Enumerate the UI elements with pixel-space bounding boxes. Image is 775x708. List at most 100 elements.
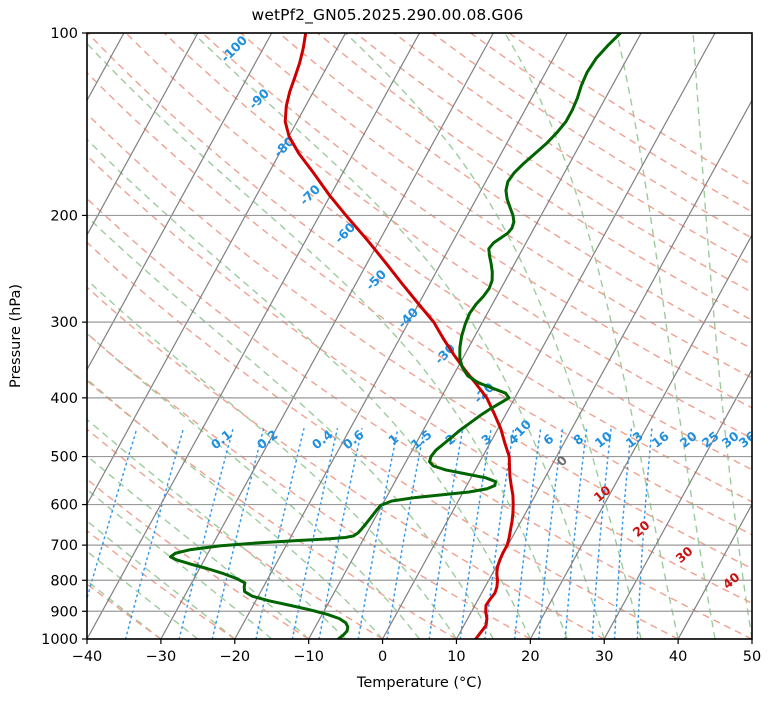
- mixing-ratio-line: [513, 428, 542, 639]
- dry-adiabat: [316, 33, 752, 321]
- isotherm-line: [87, 33, 421, 639]
- y-tick-label: 600: [50, 498, 78, 514]
- isotherm-label-zero: 0: [553, 452, 570, 469]
- moist-adiabat: [87, 418, 347, 639]
- y-tick-label: 400: [50, 391, 78, 407]
- mixing-ratio-label: 0.6: [340, 427, 367, 453]
- y-axis-label: Pressure (hPa): [8, 284, 24, 388]
- mixing-ratio-line: [318, 428, 363, 639]
- moist-adiabat: [87, 215, 494, 639]
- mixing-ratio-line: [124, 428, 185, 639]
- mixing-ratio-label: 6: [540, 431, 556, 448]
- mixing-ratio-label: 16: [649, 428, 672, 451]
- isotherm-line: [382, 33, 716, 639]
- x-axis-label: Temperature (°C): [356, 675, 482, 691]
- dry-adiabat: [87, 33, 752, 503]
- y-tick-label: 700: [50, 538, 78, 554]
- mixing-ratio-label: 0.1: [208, 427, 235, 452]
- y-tick-label: 300: [50, 315, 78, 331]
- dry-adiabat: [508, 33, 752, 187]
- moist-adiabat: [692, 33, 752, 639]
- x-tick-label: −30: [146, 649, 177, 665]
- isotherm-line: [234, 33, 568, 639]
- moist-adiabat: [192, 33, 605, 639]
- dry-adiabat: [125, 33, 752, 471]
- mixing-ratio-line: [291, 428, 339, 639]
- isotherm-line: [87, 33, 199, 237]
- moist-adiabat: [344, 33, 642, 639]
- moist-adiabat: [87, 332, 421, 639]
- trace-temperature: [283, 33, 515, 639]
- isotherm-line: [751, 637, 752, 639]
- isotherm-label: -90: [246, 85, 273, 112]
- dry-adiabat-label: 20: [630, 517, 653, 540]
- dry-adiabat: [87, 428, 383, 639]
- moist-adiabat: [87, 42, 568, 639]
- data-traces: [168, 33, 622, 639]
- mixing-ratio-label: 1: [385, 431, 401, 448]
- mixing-ratio-label: 20: [677, 428, 700, 451]
- dry-adiabat-label: 30: [673, 543, 696, 566]
- moist-adiabat: [504, 33, 679, 639]
- y-tick-label: 500: [50, 450, 78, 466]
- isotherm-label: -70: [297, 181, 324, 208]
- dry-adiabat: [87, 332, 531, 639]
- x-tick-label: −10: [293, 649, 324, 665]
- background-lines: [87, 33, 752, 639]
- mixing-ratio-line: [591, 428, 612, 639]
- isotherm-line: [308, 33, 642, 639]
- isotherm-label: -50: [363, 266, 390, 293]
- dry-adiabat: [87, 112, 752, 570]
- x-tick-label: 30: [595, 649, 613, 665]
- mixing-ratio-line: [564, 428, 588, 639]
- mixing-ratio-line: [87, 428, 138, 601]
- dry-adiabat: [393, 33, 752, 266]
- axes: −40 −30 −20 −10 0 10 20 30 40 5010020030040050060…: [8, 26, 761, 691]
- plot-frame: [86, 32, 753, 640]
- dry-adiabat: [87, 478, 310, 639]
- dry-adiabat: [87, 379, 457, 639]
- x-tick-label: 20: [521, 649, 539, 665]
- x-tick-label: 0: [378, 649, 387, 665]
- mixing-ratio-label: 13: [623, 428, 646, 451]
- moist-adiabat: [616, 33, 716, 639]
- isotherm-line: [529, 233, 752, 639]
- dry-adiabat: [87, 197, 752, 639]
- moist-adiabat: [87, 378, 384, 639]
- moist-adiabat: [87, 488, 273, 639]
- dry-adiabat: [87, 583, 162, 639]
- isotherm-line: [603, 368, 752, 639]
- mixing-ratio-line: [357, 428, 399, 639]
- dry-adiabat: [87, 286, 605, 639]
- mixing-ratio-label: 0.2: [254, 427, 281, 452]
- mixing-ratio-line: [178, 428, 234, 639]
- x-tick-label: −20: [219, 649, 250, 665]
- dry-adiabat: [87, 71, 752, 536]
- dry-adiabat: [202, 33, 752, 409]
- moist-adiabat: [87, 138, 531, 639]
- y-tick-label: 1000: [41, 632, 78, 648]
- isotherm-label: -100: [217, 32, 250, 65]
- dry-adiabat: [278, 33, 752, 350]
- mixing-ratio-line: [636, 428, 653, 639]
- mixing-ratio-label: 10: [592, 428, 615, 451]
- x-tick-label: −40: [72, 649, 103, 665]
- isotherm-line: [87, 33, 273, 371]
- mixing-ratio-label: 8: [570, 431, 586, 448]
- x-tick-label: 50: [743, 649, 761, 665]
- isotherm-line: [455, 99, 752, 639]
- dry-adiabat: [87, 529, 236, 639]
- y-tick-label: 200: [50, 208, 78, 224]
- isotherm-line: [160, 33, 494, 639]
- moist-adiabat: [87, 454, 310, 639]
- isotherm-label: -40: [395, 304, 422, 331]
- trace-dewpoint: [168, 33, 622, 639]
- y-tick-label: 100: [50, 26, 78, 42]
- mixing-ratio-line: [211, 428, 265, 639]
- mixing-ratio-label: 36: [736, 428, 759, 451]
- x-tick-label: 40: [669, 649, 687, 665]
- y-tick-label: 800: [50, 573, 78, 589]
- mixing-ratio-line: [255, 428, 305, 639]
